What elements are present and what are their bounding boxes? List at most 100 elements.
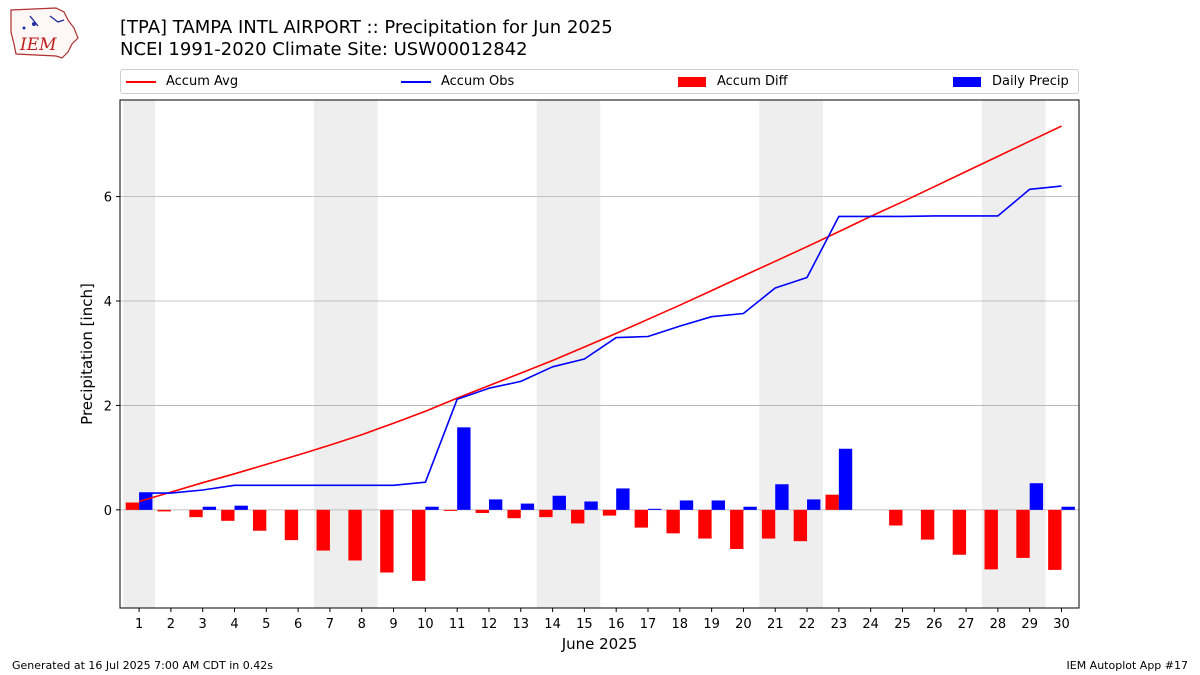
accum-avg-line bbox=[138, 125, 1062, 503]
legend-item-accum-diff: Accum Diff bbox=[678, 70, 788, 93]
accum-diff-bar-7 bbox=[316, 509, 330, 551]
x-tick-label-6: 6 bbox=[294, 617, 302, 632]
x-tick-label-19: 19 bbox=[703, 617, 720, 632]
accum-diff-bar-1 bbox=[125, 502, 140, 510]
x-tick-label-17: 17 bbox=[640, 617, 657, 632]
y-tick-label-0: 0 bbox=[104, 504, 112, 519]
x-tick-label-7: 7 bbox=[326, 617, 334, 632]
plot-frame bbox=[119, 99, 1080, 609]
chart-title: [TPA] TAMPA INTL AIRPORT :: Precipitatio… bbox=[120, 17, 613, 38]
y-tick-label-4: 4 bbox=[104, 295, 112, 310]
accum-diff-bar-19 bbox=[698, 509, 712, 539]
x-tick-label-3: 3 bbox=[199, 617, 207, 632]
daily-precip-bar-17 bbox=[648, 508, 662, 510]
accum-diff-bar-25 bbox=[889, 509, 903, 526]
legend-item-daily-precip: Daily Precip bbox=[953, 70, 1069, 93]
x-tick-label-22: 22 bbox=[799, 617, 816, 632]
daily-precip-bar-10 bbox=[425, 506, 439, 510]
accum-diff-bar-23 bbox=[825, 494, 839, 510]
accum-diff-bar-16 bbox=[602, 509, 617, 516]
daily-precip-bar-11 bbox=[457, 427, 471, 510]
x-tick-label-4: 4 bbox=[230, 617, 238, 632]
x-tick-label-11: 11 bbox=[449, 617, 466, 632]
generated-timestamp: Generated at 16 Jul 2025 7:00 AM CDT in … bbox=[12, 659, 273, 672]
accum-diff-bar-30 bbox=[1048, 509, 1062, 570]
daily-precip-bar-1 bbox=[139, 493, 153, 510]
x-tick-label-25: 25 bbox=[894, 617, 911, 632]
accum-diff-bar-18 bbox=[666, 509, 680, 534]
daily-precip-bar-12 bbox=[488, 499, 503, 510]
x-tick-label-10: 10 bbox=[417, 617, 434, 632]
legend-label-daily-precip: Daily Precip bbox=[992, 74, 1069, 89]
accum-diff-bar-6 bbox=[284, 509, 299, 541]
accum-diff-bar-5 bbox=[252, 509, 267, 531]
legend-swatch-accum-diff bbox=[678, 76, 706, 87]
daily-precip-bar-4 bbox=[234, 505, 248, 510]
legend-item-accum-obs: Accum Obs bbox=[401, 70, 514, 93]
accum-diff-bar-29 bbox=[1016, 509, 1030, 558]
accum-diff-bar-22 bbox=[793, 509, 808, 542]
daily-precip-bar-18 bbox=[679, 500, 694, 510]
y-axis-label: Precipitation [inch] bbox=[78, 283, 96, 425]
legend-swatch-accum-avg bbox=[126, 80, 156, 83]
accum-diff-bar-20 bbox=[730, 509, 744, 550]
daily-precip-bar-13 bbox=[520, 503, 535, 510]
accum-diff-bar-21 bbox=[761, 509, 776, 539]
y-tick-label-6: 6 bbox=[104, 191, 112, 206]
x-tick-label-15: 15 bbox=[576, 617, 593, 632]
chart-legend: Accum Avg Accum Obs Accum Diff Daily Pre… bbox=[120, 69, 1079, 94]
accum-diff-bar-15 bbox=[571, 509, 585, 524]
x-tick-label-26: 26 bbox=[926, 617, 943, 632]
accum-diff-bar-10 bbox=[411, 509, 426, 581]
daily-precip-bar-30 bbox=[1061, 506, 1075, 510]
legend-label-accum-obs: Accum Obs bbox=[441, 74, 515, 89]
daily-precip-bar-15 bbox=[584, 501, 598, 510]
x-tick-label-30: 30 bbox=[1053, 617, 1070, 632]
x-tick-label-12: 12 bbox=[481, 617, 498, 632]
accum-diff-bar-3 bbox=[189, 509, 203, 518]
daily-precip-bar-19 bbox=[711, 500, 725, 510]
x-tick-label-5: 5 bbox=[262, 617, 270, 632]
accum-diff-bar-9 bbox=[380, 509, 394, 573]
x-tick-label-18: 18 bbox=[672, 617, 689, 632]
iem-logo: IEM bbox=[10, 7, 79, 59]
chart-subtitle: NCEI 1991-2020 Climate Site: USW00012842 bbox=[120, 39, 528, 60]
accum-diff-bar-8 bbox=[348, 509, 362, 561]
legend-item-accum-avg: Accum Avg bbox=[126, 70, 238, 93]
x-tick-label-28: 28 bbox=[990, 617, 1007, 632]
daily-precip-bar-23 bbox=[838, 448, 853, 510]
x-tick-label-27: 27 bbox=[958, 617, 975, 632]
app-label: IEM Autoplot App #17 bbox=[1066, 659, 1189, 672]
accum-diff-bar-4 bbox=[221, 509, 235, 521]
daily-precip-bar-22 bbox=[807, 499, 821, 510]
daily-precip-bar-3 bbox=[202, 506, 217, 510]
x-tick-label-14: 14 bbox=[544, 617, 561, 632]
x-tick-label-24: 24 bbox=[862, 617, 879, 632]
x-tick-label-20: 20 bbox=[735, 617, 752, 632]
accum-diff-bar-14 bbox=[539, 509, 553, 518]
x-tick-label-13: 13 bbox=[513, 617, 530, 632]
y-tick-label-2: 2 bbox=[104, 399, 112, 414]
accum-diff-bar-2 bbox=[157, 509, 171, 512]
x-axis-label: June 2025 bbox=[561, 635, 638, 653]
accum-obs-line bbox=[139, 185, 1062, 494]
accum-diff-bar-13 bbox=[507, 509, 521, 519]
x-tick-label-16: 16 bbox=[608, 617, 625, 632]
x-tick-label-8: 8 bbox=[358, 617, 366, 632]
x-tick-label-23: 23 bbox=[831, 617, 848, 632]
legend-label-accum-diff: Accum Diff bbox=[717, 74, 788, 89]
daily-precip-bar-14 bbox=[552, 495, 566, 510]
legend-swatch-accum-obs bbox=[401, 80, 431, 83]
daily-precip-bar-16 bbox=[616, 488, 630, 510]
accum-diff-bar-27 bbox=[952, 509, 967, 555]
logo-text: IEM bbox=[19, 35, 57, 55]
accum-diff-bar-17 bbox=[634, 509, 649, 528]
accum-diff-bar-11 bbox=[443, 509, 458, 511]
x-tick-label-21: 21 bbox=[767, 617, 784, 632]
accum-diff-bar-12 bbox=[475, 509, 489, 513]
x-tick-label-29: 29 bbox=[1021, 617, 1038, 632]
x-tick-label-2: 2 bbox=[167, 617, 175, 632]
accum-diff-bar-28 bbox=[984, 509, 998, 570]
accum-diff-bar-26 bbox=[920, 509, 935, 540]
